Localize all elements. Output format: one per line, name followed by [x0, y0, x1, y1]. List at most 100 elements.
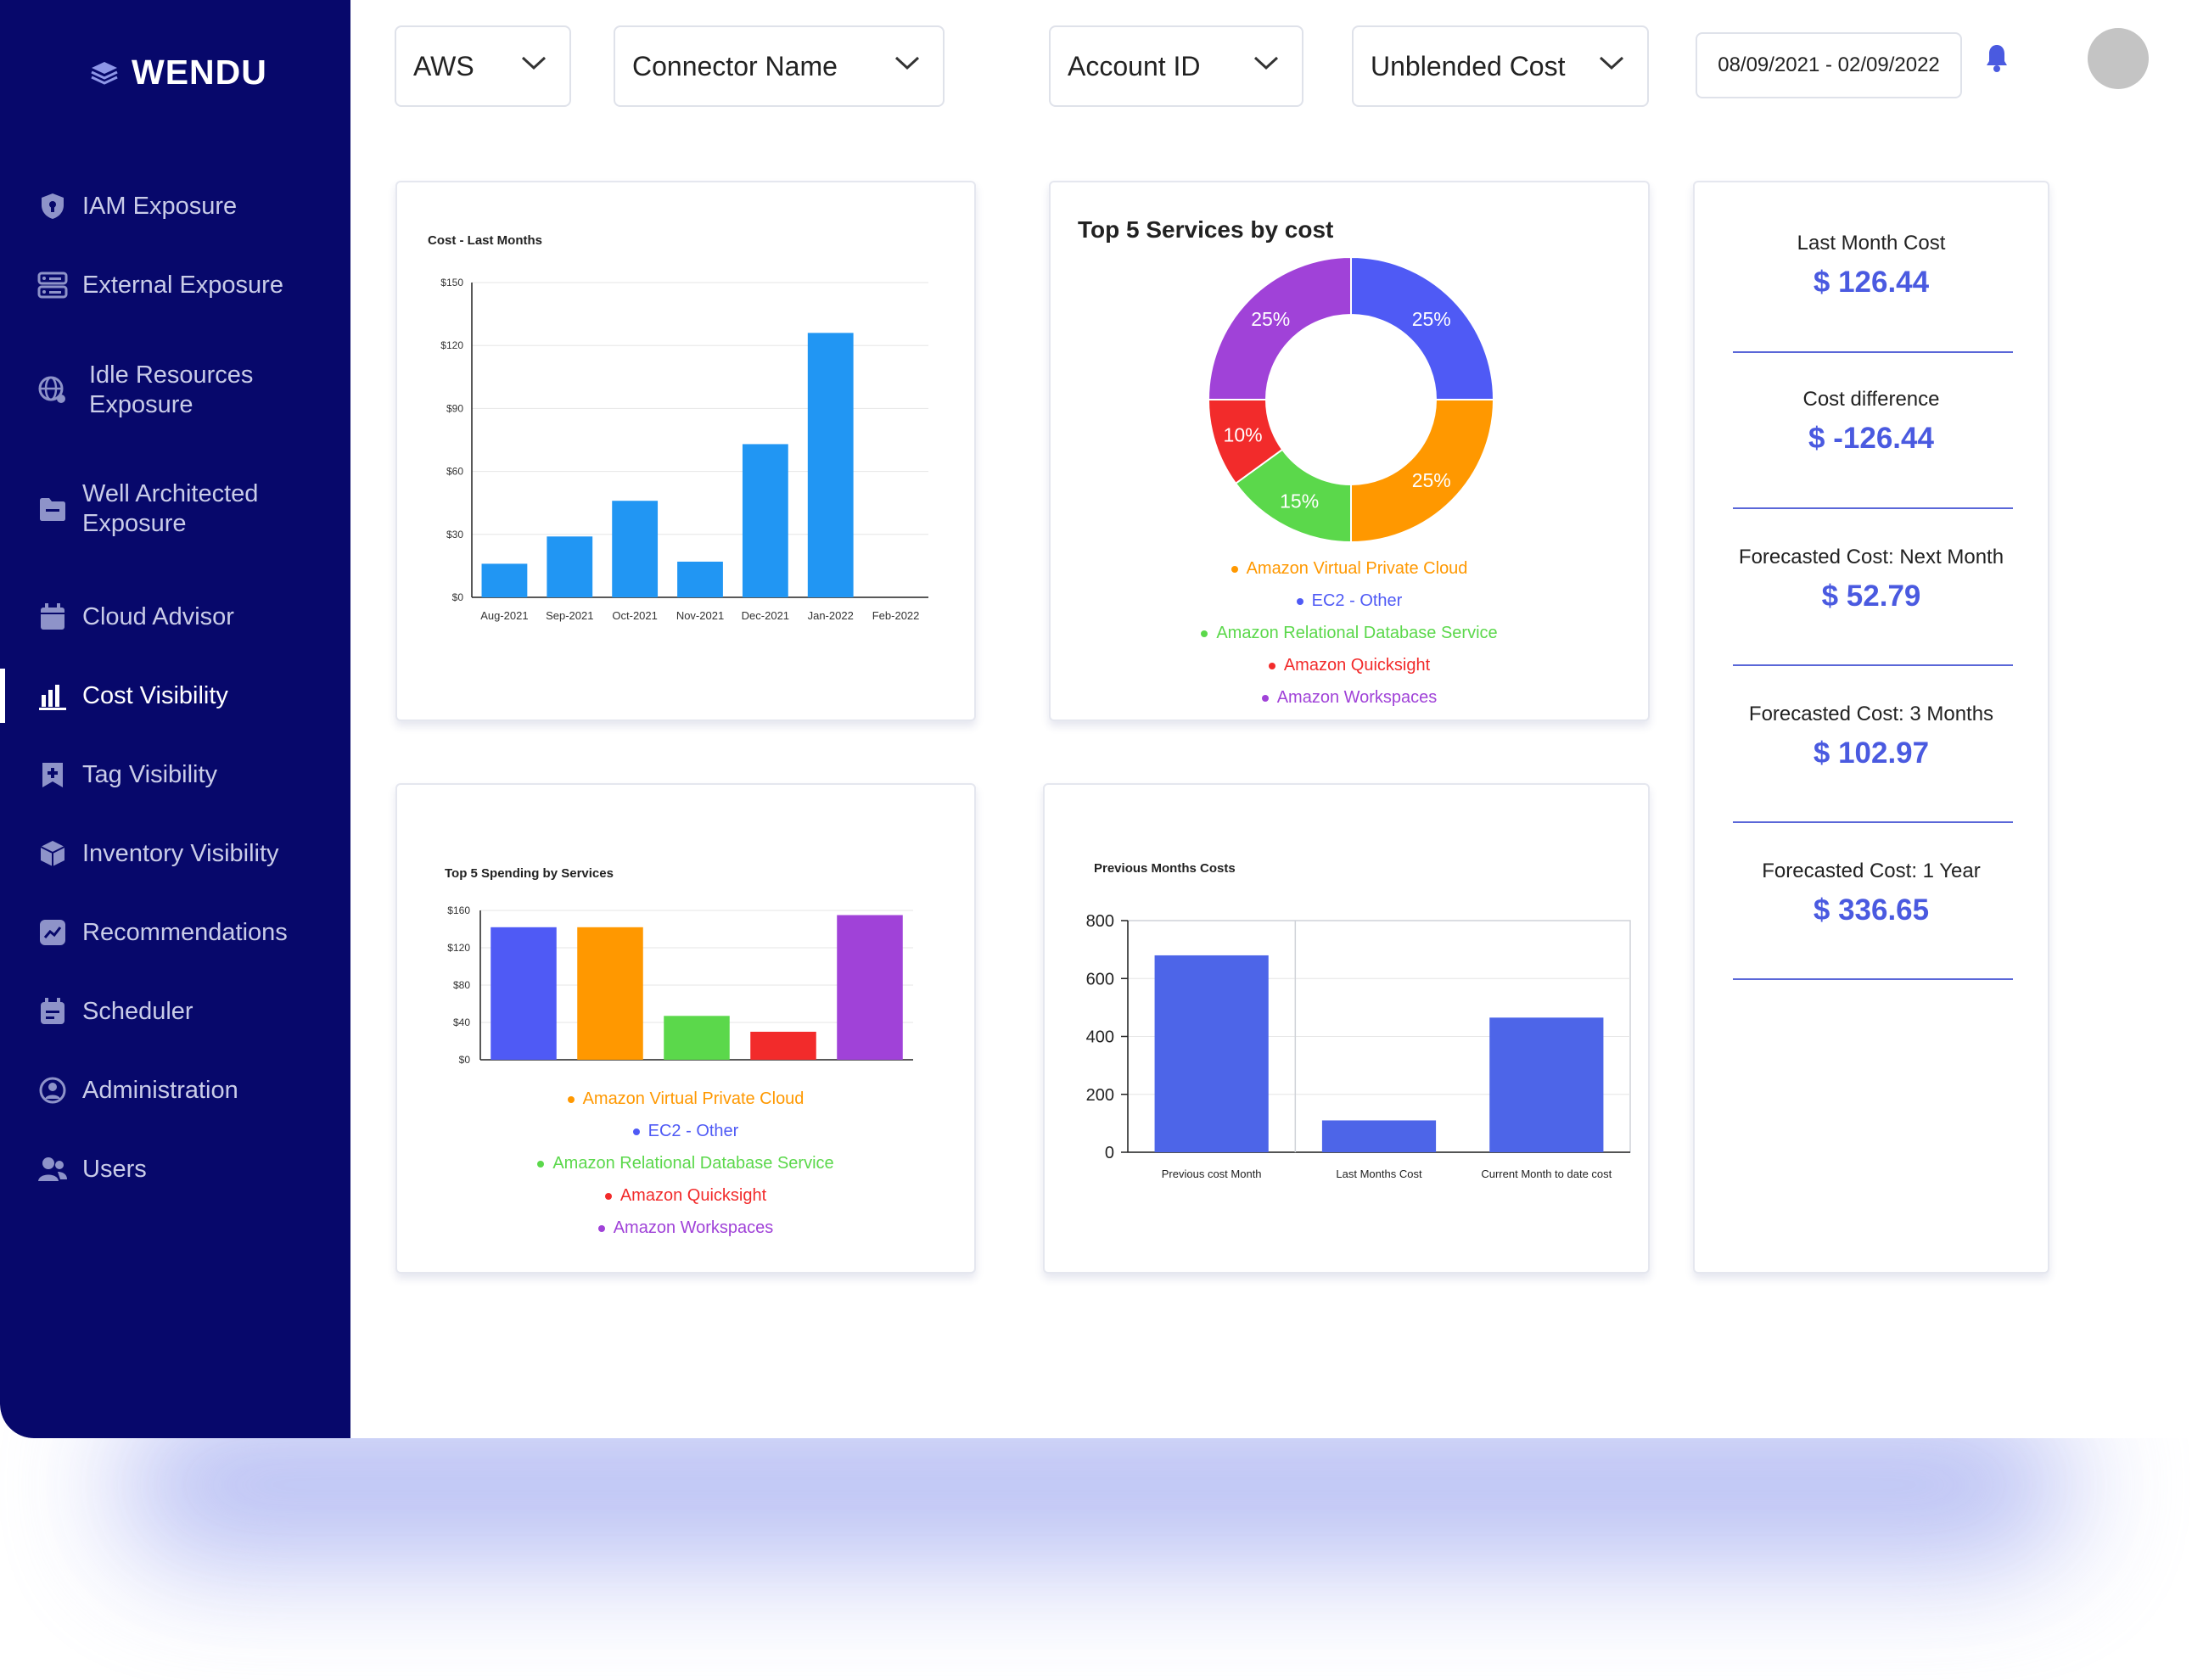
y-tick-label: $60 [446, 466, 463, 478]
previous-months-card: Previous Months Costs 0 200 400 600 800 Previ… [1043, 783, 1650, 1274]
top-spending-card: Top 5 Spending by Services $0 $40 $80 $120 $… [395, 783, 976, 1274]
sidebar-item-label: Cost Visibility [82, 681, 228, 709]
legend-item: EC2 - Other [1051, 585, 1648, 617]
stat-forecast-1-year: Forecasted Cost: 1 Year $ 336.65 [1762, 860, 1981, 927]
bar [677, 561, 723, 597]
y-tick-label: $150 [440, 277, 463, 288]
stat-forecast-3-months: Forecasted Cost: 3 Months $ 102.97 [1748, 703, 1994, 770]
y-tick-label: 600 [1086, 970, 1114, 988]
sidebar-item-label: Cloud Advisor [82, 602, 234, 630]
date-range-value: 08/09/2021 - 02/09/2022 [1718, 53, 1940, 76]
chevron-down-icon [521, 56, 547, 70]
connector-dropdown[interactable]: Connector Name [614, 25, 945, 107]
donut-legend: Amazon Virtual Private Cloud EC2 - Other… [1051, 552, 1648, 714]
sidebar-item-label: Users [82, 1155, 147, 1183]
user-circle-icon [36, 1073, 70, 1107]
app-window: WENDU IAM Exposure External Exposure Idl… [0, 0, 2149, 1438]
cost-type-dropdown[interactable]: Unblended Cost [1352, 25, 1649, 107]
sidebar-item-label: Recommendations [82, 918, 288, 946]
trend-icon [36, 916, 70, 949]
top-services-donut: 25% 25% 15% 10% 25% [1207, 255, 1495, 544]
x-tick-label: Aug-2021 [480, 609, 528, 622]
y-tick-label: $0 [452, 591, 464, 603]
y-tick-label: 200 [1086, 1086, 1114, 1105]
stat-last-month-cost: Last Month Cost $ 126.44 [1797, 232, 1946, 299]
slice-label: 15% [1280, 490, 1319, 512]
divider [1733, 821, 2013, 823]
folder-icon [36, 492, 70, 526]
stat-cost-difference: Cost difference $ -126.44 [1802, 388, 1940, 455]
users-icon [36, 1152, 70, 1186]
divider [1733, 664, 2013, 666]
x-tick-label: Last Months Cost [1336, 1168, 1422, 1180]
connector-value: Connector Name [632, 50, 838, 81]
bar-chart-icon [36, 679, 70, 713]
chart-title: Previous Months Costs [1094, 861, 1236, 876]
legend-item: EC2 - Other [397, 1115, 974, 1147]
bar [750, 1032, 816, 1060]
bar [577, 927, 643, 1060]
sidebar-item-label: External Exposure [82, 271, 283, 299]
y-tick-label: 400 [1086, 1028, 1114, 1047]
legend-item: Amazon Workspaces [397, 1212, 974, 1244]
y-tick-label: $160 [447, 904, 470, 916]
bar [742, 444, 788, 597]
x-tick-label: Nov-2021 [676, 609, 724, 622]
bar [664, 1016, 730, 1060]
y-tick-label: 0 [1105, 1144, 1114, 1162]
provider-dropdown[interactable]: AWS [395, 25, 571, 107]
calendar-icon [36, 600, 70, 634]
account-dropdown[interactable]: Account ID [1049, 25, 1303, 107]
divider [1733, 978, 2013, 980]
cube-icon [36, 837, 70, 871]
bar [1321, 1120, 1437, 1152]
bar [481, 563, 528, 597]
chart-title: Top 5 Spending by Services [445, 866, 614, 881]
shield-icon [36, 189, 70, 223]
y-tick-label: $90 [446, 402, 463, 414]
stat-forecast-next-month: Forecasted Cost: Next Month $ 52.79 [1738, 546, 2004, 613]
bar [807, 333, 854, 597]
bar [1154, 955, 1269, 1152]
brand-logo[interactable]: WENDU [89, 53, 267, 92]
cost-last-months-chart: $0 $30 $60 $90 $120 $150 Aug-2021 Sep-2021 Oct-2… [440, 277, 928, 622]
slice-label: 25% [1251, 308, 1290, 330]
server-icon [36, 268, 70, 302]
globe-icon [36, 373, 70, 407]
slice-label: 25% [1412, 469, 1451, 491]
date-range-picker[interactable]: 08/09/2021 - 02/09/2022 [1696, 32, 1962, 98]
legend-item: Amazon Workspaces [1051, 681, 1648, 714]
legend-item: Amazon Virtual Private Cloud [397, 1083, 974, 1115]
chart-title: Cost - Last Months [428, 233, 542, 248]
sidebar-item-label: Tag Visibility [82, 760, 218, 788]
slice-label: 25% [1412, 308, 1451, 330]
y-tick-label: $40 [453, 1016, 470, 1028]
y-tick-label: $80 [453, 979, 470, 991]
previous-months-chart: 0 200 400 600 800 Previous cost Month Last Mon… [1086, 912, 1631, 1180]
tag-icon [36, 758, 70, 792]
sidebar-item-label: Well Architected Exposure [82, 480, 259, 537]
avatar[interactable] [2088, 28, 2149, 89]
cost-last-months-card: Cost - Last Months $0 $30 $60 $90 $120 $150 Au… [395, 181, 976, 721]
bar [491, 927, 557, 1060]
bar [837, 915, 903, 1060]
x-tick-label: Oct-2021 [612, 609, 657, 622]
bell-icon[interactable] [1984, 42, 2010, 73]
divider [1733, 507, 2013, 509]
spending-legend: Amazon Virtual Private Cloud EC2 - Other… [397, 1083, 974, 1244]
legend-item: Amazon Quicksight [397, 1179, 974, 1212]
bar [1489, 1017, 1604, 1152]
sidebar-item-label: IAM Exposure [82, 192, 238, 220]
chart-title: Top 5 Services by cost [1078, 216, 1334, 243]
donut-slice [1350, 255, 1495, 400]
cost-type-value: Unblended Cost [1371, 50, 1566, 81]
slice-label: 10% [1224, 423, 1263, 445]
top-spending-chart: $0 $40 $80 $120 $160 [447, 904, 913, 1066]
sidebar-item-label: Scheduler [82, 997, 193, 1025]
bar [547, 536, 593, 597]
sidebar-item-label: Inventory Visibility [82, 839, 279, 867]
cost-stats-card: Last Month Cost $ 126.44 Cost difference $… [1693, 181, 2049, 1274]
chevron-down-icon [894, 56, 920, 70]
legend-item: Amazon Virtual Private Cloud [1051, 552, 1648, 585]
x-tick-label: Current Month to date cost [1481, 1168, 1612, 1180]
